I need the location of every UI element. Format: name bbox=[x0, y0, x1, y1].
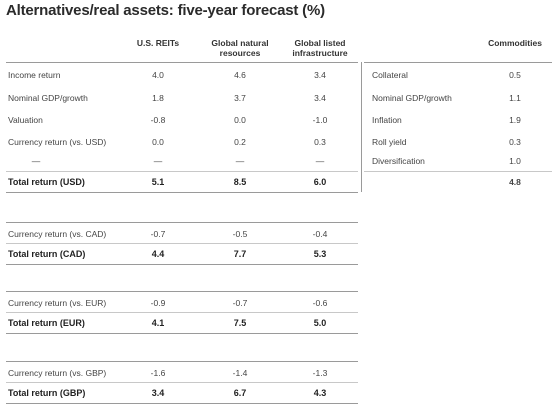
row-label: Nominal GDP/growth bbox=[8, 93, 88, 103]
total-label: Total return (USD) bbox=[8, 177, 85, 187]
cell-value: 3.4 bbox=[314, 70, 326, 80]
total-value: 4.3 bbox=[313, 388, 327, 398]
row-label: Currency return (vs. GBP) bbox=[8, 368, 107, 378]
header-divider bbox=[6, 62, 358, 63]
cell-value: 1.0 bbox=[509, 156, 521, 166]
header-us-reits: U.S. REITs bbox=[136, 38, 180, 48]
cell-value: 0.3 bbox=[509, 137, 521, 147]
cell-value: -1.4 bbox=[232, 368, 248, 378]
block-top-divider bbox=[6, 291, 358, 292]
total-value: 8.5 bbox=[233, 177, 247, 187]
block-bottom-divider bbox=[6, 264, 358, 265]
row-label: — bbox=[31, 156, 41, 166]
cell-value: -0.7 bbox=[232, 298, 248, 308]
row-label: Valuation bbox=[8, 115, 43, 125]
header-line: infrastructure bbox=[292, 48, 348, 58]
cell-value: -0.4 bbox=[312, 229, 328, 239]
cell-value: -0.7 bbox=[150, 229, 166, 239]
row-divider bbox=[6, 382, 358, 383]
header-commodities: Commodities bbox=[488, 38, 542, 48]
row-label: Currency return (vs. USD) bbox=[8, 137, 107, 147]
total-value: 4.1 bbox=[151, 318, 165, 328]
cell-value: -1.0 bbox=[312, 115, 328, 125]
row-divider bbox=[6, 171, 358, 172]
total-label: Total return (EUR) bbox=[8, 318, 85, 328]
block-bottom-divider bbox=[6, 333, 358, 334]
cell-value: — bbox=[315, 156, 325, 166]
block-top-divider bbox=[6, 222, 358, 223]
cell-value: 4.0 bbox=[152, 70, 164, 80]
header-line: Global listed bbox=[294, 38, 346, 48]
total-label: Total return (GBP) bbox=[8, 388, 86, 398]
cell-value: — bbox=[235, 156, 245, 166]
row-divider bbox=[6, 312, 358, 313]
commodities-total-value: 4.8 bbox=[509, 177, 521, 187]
cell-value: 4.6 bbox=[234, 70, 246, 80]
total-value: 5.0 bbox=[313, 318, 327, 328]
total-label: Total return (CAD) bbox=[8, 249, 86, 259]
cell-value: -1.3 bbox=[312, 368, 328, 378]
total-value: 5.3 bbox=[313, 249, 327, 259]
header-line: resources bbox=[219, 48, 261, 58]
header-line: Global natural bbox=[211, 38, 269, 48]
header-divider-commodities bbox=[364, 62, 552, 63]
cell-value: 0.0 bbox=[234, 115, 246, 125]
cell-value: 1.1 bbox=[509, 93, 521, 103]
total-value: 4.4 bbox=[151, 249, 165, 259]
row-label: Nominal GDP/growth bbox=[372, 93, 452, 103]
block-bottom-divider bbox=[6, 192, 358, 193]
total-value: 5.1 bbox=[151, 177, 165, 187]
total-value: 7.7 bbox=[233, 249, 247, 259]
cell-value: 1.9 bbox=[509, 115, 521, 125]
total-value: 7.5 bbox=[233, 318, 247, 328]
row-divider bbox=[6, 243, 358, 244]
page-title: Alternatives/real assets: five-year fore… bbox=[6, 2, 325, 19]
row-label: Collateral bbox=[372, 70, 408, 80]
block-top-divider bbox=[6, 361, 358, 362]
cell-value: — bbox=[153, 156, 163, 166]
cell-value: 3.7 bbox=[234, 93, 246, 103]
section-divider bbox=[361, 62, 362, 192]
row-label: Income return bbox=[8, 70, 61, 80]
row-label: Roll yield bbox=[372, 137, 407, 147]
cell-value: -0.9 bbox=[150, 298, 166, 308]
block-bottom-divider bbox=[6, 403, 358, 404]
cell-value: 0.2 bbox=[234, 137, 246, 147]
total-value: 3.4 bbox=[151, 388, 165, 398]
cell-value: 0.0 bbox=[152, 137, 164, 147]
cell-value: 1.8 bbox=[152, 93, 164, 103]
cell-value: 3.4 bbox=[314, 93, 326, 103]
cell-value: -0.5 bbox=[232, 229, 248, 239]
header-global-listed-infrastructure: Global listed infrastructure bbox=[282, 38, 358, 58]
cell-value: 0.3 bbox=[314, 137, 326, 147]
header-global-natural-resources: Global natural resources bbox=[200, 38, 280, 58]
row-label: Currency return (vs. EUR) bbox=[8, 298, 107, 308]
row-label: Diversification bbox=[372, 156, 425, 166]
cell-value: -0.6 bbox=[312, 298, 328, 308]
row-label: Currency return (vs. CAD) bbox=[8, 229, 107, 239]
total-value: 6.0 bbox=[313, 177, 327, 187]
row-label: Inflation bbox=[372, 115, 402, 125]
cell-value: -0.8 bbox=[150, 115, 166, 125]
cell-value: -1.6 bbox=[150, 368, 166, 378]
row-divider bbox=[364, 171, 552, 172]
total-value: 6.7 bbox=[233, 388, 247, 398]
cell-value: 0.5 bbox=[509, 70, 521, 80]
